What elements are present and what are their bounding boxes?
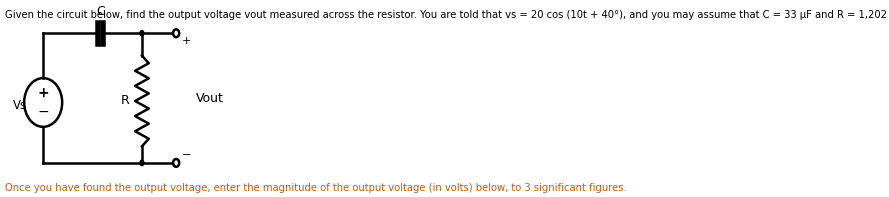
- Text: C: C: [96, 5, 105, 18]
- Circle shape: [173, 29, 180, 37]
- Circle shape: [140, 160, 145, 166]
- Text: R: R: [121, 95, 130, 108]
- Text: +: +: [37, 86, 49, 100]
- Text: Vout: Vout: [196, 92, 224, 105]
- Text: −: −: [37, 105, 49, 119]
- Text: Given the circuit below, find the output voltage vout measured across the resist: Given the circuit below, find the output…: [5, 10, 889, 20]
- Text: Vs: Vs: [13, 99, 28, 112]
- Circle shape: [173, 159, 180, 167]
- Text: Once you have found the output voltage, enter the magnitude of the output voltag: Once you have found the output voltage, …: [5, 183, 627, 193]
- Text: +: +: [181, 36, 191, 46]
- Circle shape: [140, 30, 145, 37]
- Text: −: −: [181, 150, 191, 160]
